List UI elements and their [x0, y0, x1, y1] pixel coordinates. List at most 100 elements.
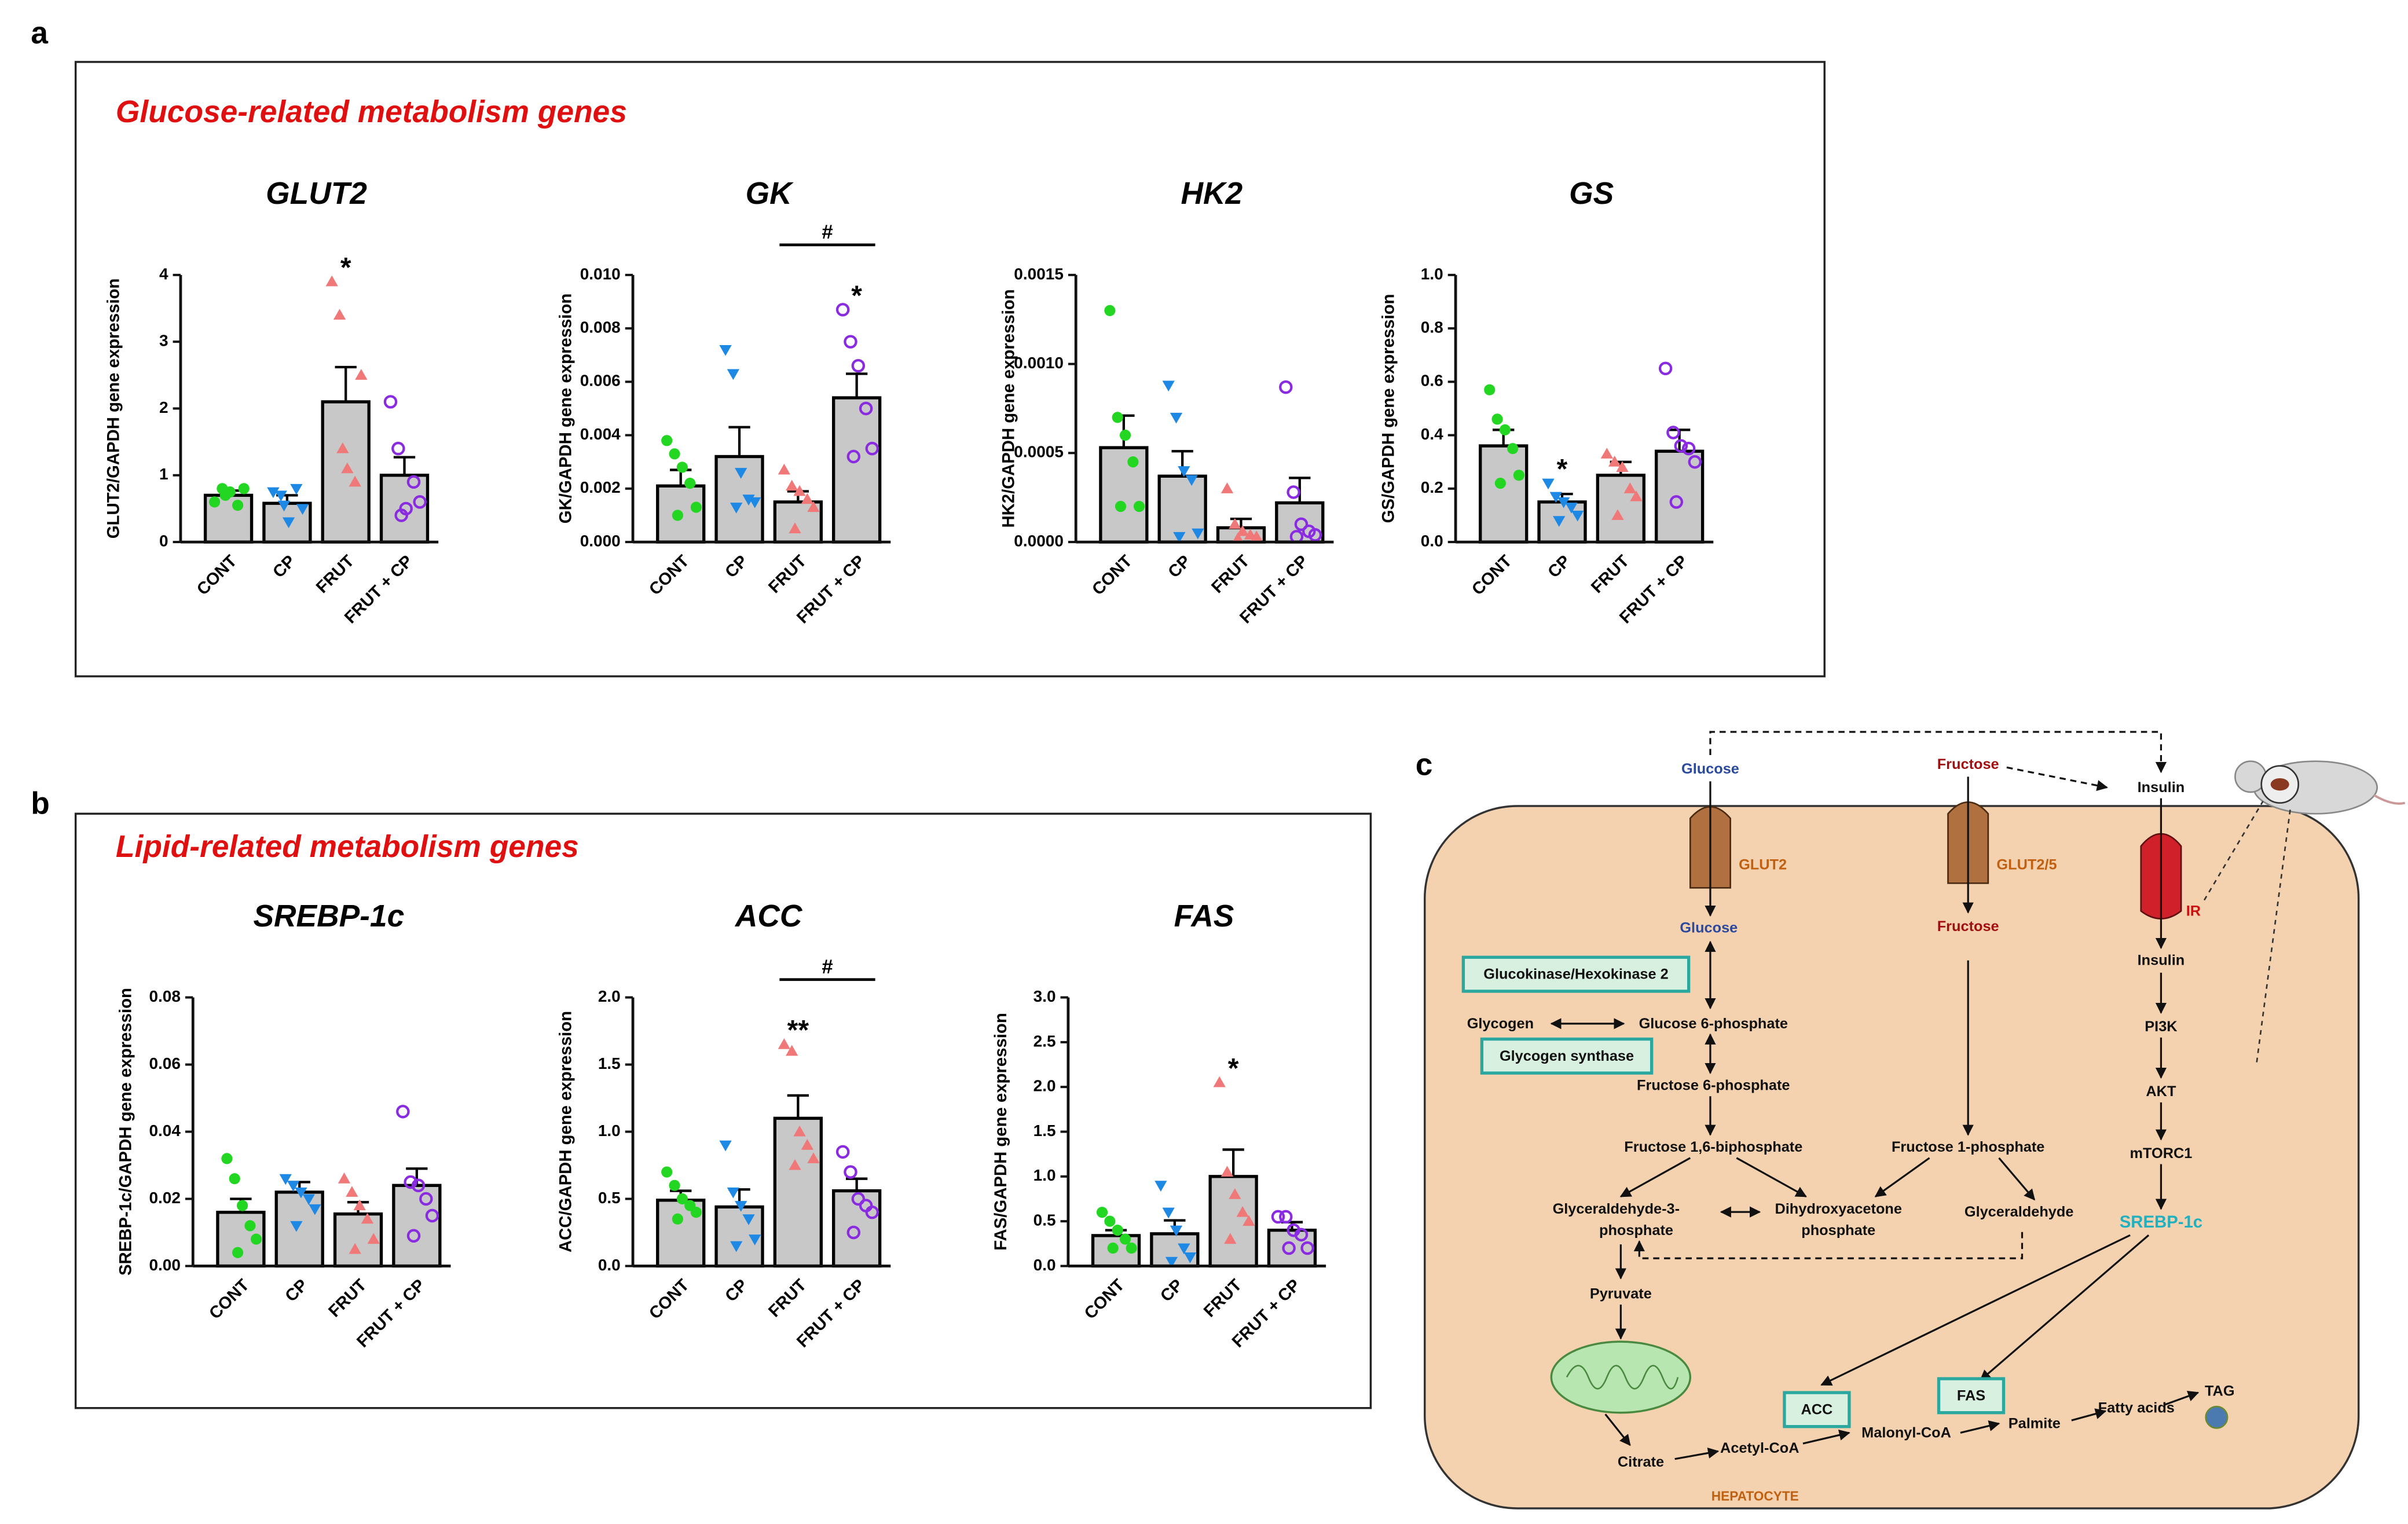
data-point — [1213, 1076, 1226, 1087]
x-tick-label: CP — [281, 1276, 311, 1306]
tag-droplet — [2205, 1405, 2229, 1429]
data-point — [661, 1166, 673, 1178]
y-tick-label: 0.0 — [1033, 1256, 1056, 1274]
y-tick-label: 2.0 — [1033, 1077, 1056, 1095]
bar — [1099, 446, 1149, 544]
node: FAS — [1957, 1387, 1985, 1404]
y-tick-label: 1 — [159, 465, 168, 483]
node: phosphate — [1801, 1222, 1875, 1239]
y-axis-label: SREBP-1c/GAPDH gene expression — [116, 988, 135, 1276]
data-point — [749, 497, 761, 508]
y-tick-label: 0.000 — [580, 532, 621, 549]
data-point — [404, 1175, 417, 1189]
data-point — [672, 510, 683, 521]
y-axis-label: FAS/GAPDH gene expression — [991, 1013, 1010, 1251]
data-point — [719, 1140, 732, 1152]
data-point — [789, 1159, 801, 1170]
enzyme-box — [1461, 955, 1691, 993]
data-point — [1162, 1207, 1175, 1219]
data-point — [1236, 1206, 1249, 1217]
y-tick-label: 0.0010 — [1014, 354, 1064, 372]
data-point — [1170, 1225, 1183, 1237]
data-point — [244, 1220, 256, 1232]
data-point — [1224, 1233, 1237, 1244]
data-point — [1178, 466, 1190, 477]
enzyme-box — [1480, 1037, 1654, 1075]
data-point — [865, 1205, 879, 1219]
data-point — [367, 1233, 380, 1244]
x-tick-label: CONT — [646, 551, 693, 599]
data-point — [229, 1173, 240, 1185]
y-tick-label: 1.0 — [1421, 265, 1443, 283]
data-point — [1127, 456, 1139, 468]
data-point — [353, 1199, 366, 1211]
y-tick-label: 4 — [159, 265, 168, 283]
node: Dihydroxyacetone — [1775, 1201, 1902, 1217]
node: Fructose 1-phosphate — [1892, 1139, 2044, 1155]
node: Insulin — [2138, 952, 2185, 969]
node: Fructose — [1937, 918, 1999, 935]
y-tick-label: 3 — [159, 332, 168, 350]
node: Glucose — [1681, 761, 1739, 777]
data-point — [411, 1178, 426, 1193]
chart: HK2 HK2/GAPDH gene expression 0.0000 0.0005… — [999, 177, 1334, 627]
x-tick-label: FRUT — [1200, 1276, 1246, 1321]
data-point — [1571, 510, 1584, 522]
y-tick-label: 2.5 — [1033, 1032, 1056, 1050]
node: Glycogen — [1467, 1016, 1534, 1032]
y-tick-label: 1.0 — [598, 1122, 621, 1140]
data-point — [735, 468, 747, 479]
x-tick-label: CONT — [1468, 551, 1516, 599]
mouse — [2234, 760, 2406, 815]
x-tick-label: CONT — [646, 1276, 693, 1323]
data-point — [749, 1234, 761, 1245]
chart-title: GLUT2 — [266, 177, 367, 211]
data-point — [1279, 380, 1293, 394]
data-point — [1658, 361, 1673, 376]
y-tick-label: 0.002 — [580, 478, 621, 496]
data-point — [1669, 495, 1684, 509]
error-bar — [1222, 1148, 1244, 1177]
data-point — [346, 1186, 358, 1197]
data-point — [1112, 412, 1123, 423]
data-point — [676, 1193, 688, 1205]
chart: SREBP-1c SREBP-1c/GAPDH gene expression 0.… — [116, 899, 451, 1351]
enzyme-box — [1783, 1391, 1851, 1428]
data-point — [250, 1233, 262, 1245]
y-tick-label: 0.006 — [580, 372, 621, 390]
data-point — [859, 401, 873, 416]
data-point — [1243, 1215, 1255, 1226]
chart-title: ACC — [734, 899, 803, 933]
x-tick-label: FRUT — [765, 551, 811, 597]
data-point — [789, 522, 801, 534]
node: PI3K — [2145, 1019, 2178, 1035]
data-point — [219, 489, 231, 501]
data-point — [406, 475, 421, 489]
data-point — [1688, 455, 1702, 469]
data-point — [1221, 1166, 1234, 1177]
data-point — [208, 496, 221, 508]
data-point — [396, 1104, 410, 1119]
data-point — [851, 1192, 866, 1206]
x-tick-label: CP — [269, 551, 299, 581]
y-axis-label: GLUT2/GAPDH gene expression — [104, 279, 123, 539]
bar — [1537, 500, 1587, 544]
node: Glycogen synthase — [1500, 1048, 1634, 1064]
data-point — [1308, 528, 1322, 542]
node: IR — [2186, 903, 2201, 919]
data-point — [793, 485, 806, 496]
y-tick-label: 0.004 — [580, 425, 621, 443]
node: GLUT2/5 — [1996, 856, 2057, 873]
panel-frame — [74, 812, 1372, 1409]
node: Glucose — [1680, 920, 1738, 936]
data-point — [302, 1194, 315, 1206]
data-point — [1112, 1225, 1123, 1236]
data-point — [338, 1173, 351, 1184]
node: Insulin — [2138, 779, 2185, 796]
data-point — [277, 500, 291, 512]
x-tick-label: CP — [721, 1276, 752, 1306]
data-point — [406, 1229, 421, 1243]
y-tick-label: 0.0 — [598, 1256, 621, 1274]
bar — [1479, 444, 1529, 544]
